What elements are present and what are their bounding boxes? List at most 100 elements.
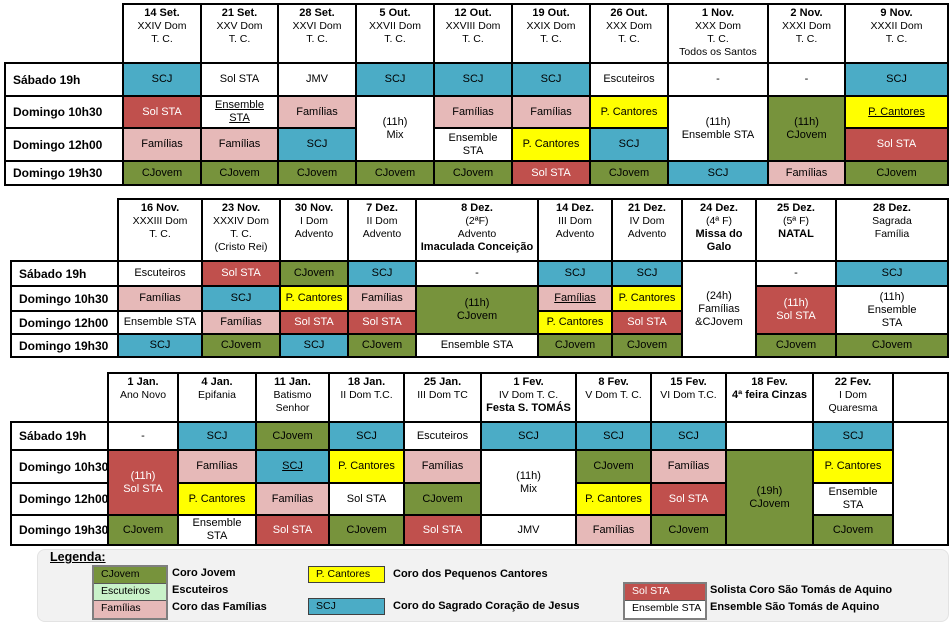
date-header-line: 4ª feira Cinzas	[732, 389, 807, 401]
date-header-line: T. C.	[707, 33, 729, 45]
schedule-cell: Sol STA	[328, 482, 405, 516]
legend-label: Coro das Famílias	[172, 601, 267, 613]
date-header: 1 Jan. Ano Novo	[107, 372, 179, 423]
date-header: 26 Out. XXX Dom T. C.	[589, 3, 669, 64]
schedule-cell: Famílias	[403, 449, 482, 484]
schedule-cell: SCJ	[844, 62, 949, 97]
schedule-cell: CJovem	[589, 160, 669, 186]
schedule-cell: Sol STA	[279, 310, 349, 335]
schedule-cell: P. Cantores	[589, 95, 669, 129]
schedule-cell: SCJ	[347, 260, 417, 287]
date-header-line: VI Dom T.C.	[660, 389, 717, 401]
date-header-line: III Dom TC	[417, 389, 468, 401]
date-header-line: 22 Fev.	[834, 376, 872, 388]
schedule-cell: (11h) Ensemble STA	[667, 95, 769, 162]
schedule-cell: Famílias	[177, 449, 257, 484]
date-header: 21 Dez. IV Dom Advento	[611, 198, 683, 262]
date-header-line: T. C.	[462, 33, 484, 45]
date-header-line: 7 Dez.	[366, 202, 398, 214]
date-header: 21 Set. XXV Dom T. C.	[200, 3, 279, 64]
schedule-cell: CJovem	[255, 421, 330, 451]
date-header-line: XXIV Dom	[137, 20, 187, 32]
schedule-cell: P. Cantores	[328, 449, 405, 484]
schedule-cell: Sol STA	[844, 127, 949, 162]
schedule-cell: P. Cantores	[575, 482, 652, 516]
date-header: 4 Jan. Epifania	[177, 372, 257, 423]
schedule-cell: Famílias	[347, 285, 417, 312]
date-header-line: 5 Out.	[379, 7, 411, 19]
corner-cell	[5, 4, 123, 63]
date-header-line: Imaculada Conceição	[420, 241, 534, 253]
schedule-cell	[725, 421, 814, 451]
date-header: 7 Dez. II Dom Advento	[347, 198, 417, 262]
date-header-line: 1 Jan.	[127, 376, 159, 388]
date-header-line: I Dom	[838, 389, 867, 401]
date-header-line: Advento	[294, 228, 334, 240]
date-header-line: T. C.	[230, 228, 252, 240]
schedule-cell: SCJ	[835, 260, 949, 287]
schedule-cell: JMV	[277, 62, 357, 97]
schedule-cell: Sol STA	[255, 514, 330, 546]
date-header: 12 Out. XXVIII Dom T. C.	[433, 3, 513, 64]
legend-label: Ensemble São Tomás de Aquino	[710, 601, 880, 613]
schedule-cell: CJovem	[537, 333, 613, 358]
schedule-cell: SCJ	[122, 62, 202, 97]
date-header-line: T. C.	[885, 33, 908, 45]
date-header-line: (2ªF)	[465, 215, 489, 227]
schedule-cell: Famílias	[277, 95, 357, 129]
schedule-cell: CJovem	[328, 514, 405, 546]
schedule-cell: CJovem	[355, 160, 435, 186]
schedule-cell: SCJ	[201, 285, 281, 312]
schedule-cell: (11h) Mix	[480, 449, 577, 516]
date-header: 5 Out. XXVII Dom T. C.	[355, 3, 435, 64]
schedule-cell: Sol STA	[511, 160, 591, 186]
date-header: 25 Jan. III Dom TC	[403, 372, 482, 423]
date-header: 22 Fev. I Dom Quaresma	[812, 372, 894, 423]
schedule-cell: -	[107, 421, 179, 451]
date-header: 25 Dez. (5ª F) NATAL	[755, 198, 837, 262]
date-header-line: 25 Dez.	[777, 202, 815, 214]
legend-title: Legenda:	[50, 550, 106, 564]
schedule-cell: SCJ	[433, 62, 513, 97]
schedule-cell: -	[755, 260, 837, 287]
legend-swatch: SCJ	[308, 598, 385, 615]
schedule-cell: Famílias	[767, 160, 846, 186]
date-header-line: T. C.	[540, 33, 562, 45]
date-header-line: Galo	[706, 241, 732, 253]
date-header-line: 25 Jan.	[423, 376, 462, 388]
date-header-line: Festa S. TOMÁS	[486, 402, 571, 414]
date-header-line: XXXIII Dom	[132, 215, 188, 227]
date-header-line: NATAL	[778, 228, 814, 240]
schedule-cell: CJovem	[835, 333, 949, 358]
date-header-line: 28 Dez.	[873, 202, 911, 214]
schedule-cell: Famílias	[122, 127, 202, 162]
schedule-cell: SCJ	[279, 333, 349, 358]
schedule-cell: Ensemble STA	[433, 127, 513, 162]
schedule-cell: P. Cantores	[812, 449, 894, 484]
date-header-line: 28 Set.	[299, 7, 335, 19]
schedule-cell: CJovem	[812, 514, 894, 546]
schedule-cell: Ensemble STA	[117, 310, 203, 335]
date-header: 2 Nov. XXXI Dom T. C.	[767, 3, 846, 64]
schedule-cell: CJovem	[403, 482, 482, 516]
date-header-line: 18 Jan.	[347, 376, 386, 388]
legend-label: Solista Coro São Tomás de Aquino	[710, 584, 893, 596]
schedule-cell: SCJ	[277, 127, 357, 162]
date-header-line: Advento	[362, 228, 402, 240]
schedule-cell: (19h) CJovem	[725, 449, 814, 546]
schedule-cell: CJovem	[611, 333, 683, 358]
date-header-line: XXX Dom	[605, 20, 653, 32]
schedule-cell: Famílias	[650, 449, 727, 484]
schedule-cell: Escuteiros	[403, 421, 482, 451]
legend-swatch-stack-left: CJovem Escuteiros Famílias	[92, 565, 168, 620]
schedule-cell: (11h) Sol STA	[755, 285, 837, 335]
date-header-line: T. C.	[228, 33, 251, 45]
schedule-cell: -	[767, 62, 846, 97]
schedule-cell: Ensemble STA	[812, 482, 894, 516]
date-header-line: Advento	[457, 228, 497, 240]
schedule-cell: Sol STA	[200, 62, 279, 97]
date-header-line: Todos os Santos	[679, 46, 757, 58]
schedule-cell: SCJ	[117, 333, 203, 358]
corner-cell	[11, 199, 118, 261]
schedule-cell: -	[667, 62, 769, 97]
